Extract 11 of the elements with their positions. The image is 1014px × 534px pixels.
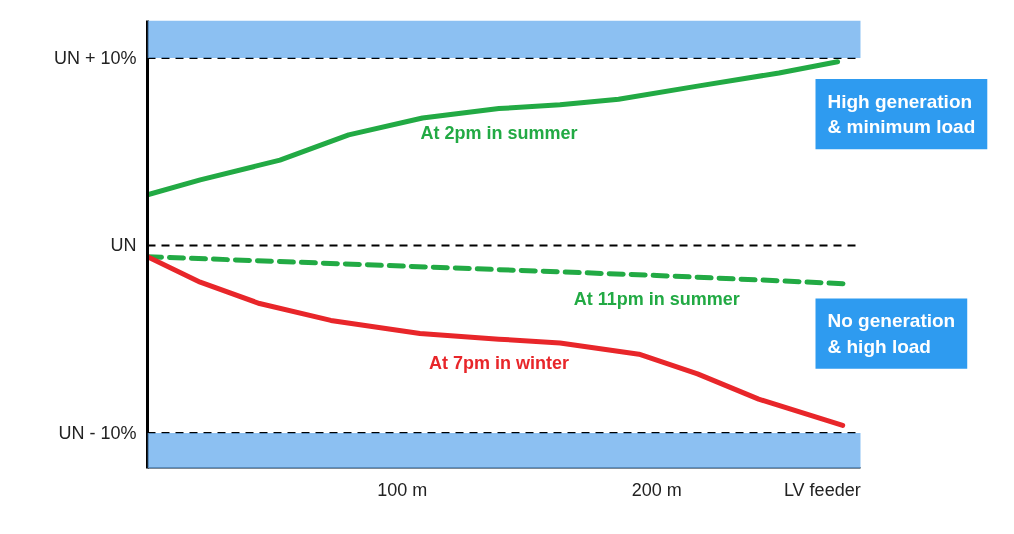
x-tick-label: LV feeder xyxy=(783,479,861,500)
y-tick-label: UN xyxy=(110,235,137,256)
series-label: At 2pm in summer xyxy=(420,122,578,143)
x-tick-label: 200 m xyxy=(631,479,682,500)
annotation: No generation & high load xyxy=(827,310,956,357)
y-tick-label: UN - 10% xyxy=(58,422,137,443)
y-tick-label: UN + 10% xyxy=(53,47,137,68)
series-label: At 11pm in summer xyxy=(573,289,740,310)
x-tick-label: 100 m xyxy=(377,479,428,500)
series-label: At 7pm in winter xyxy=(428,353,569,374)
annotation: High generation & minimum load xyxy=(827,91,976,138)
